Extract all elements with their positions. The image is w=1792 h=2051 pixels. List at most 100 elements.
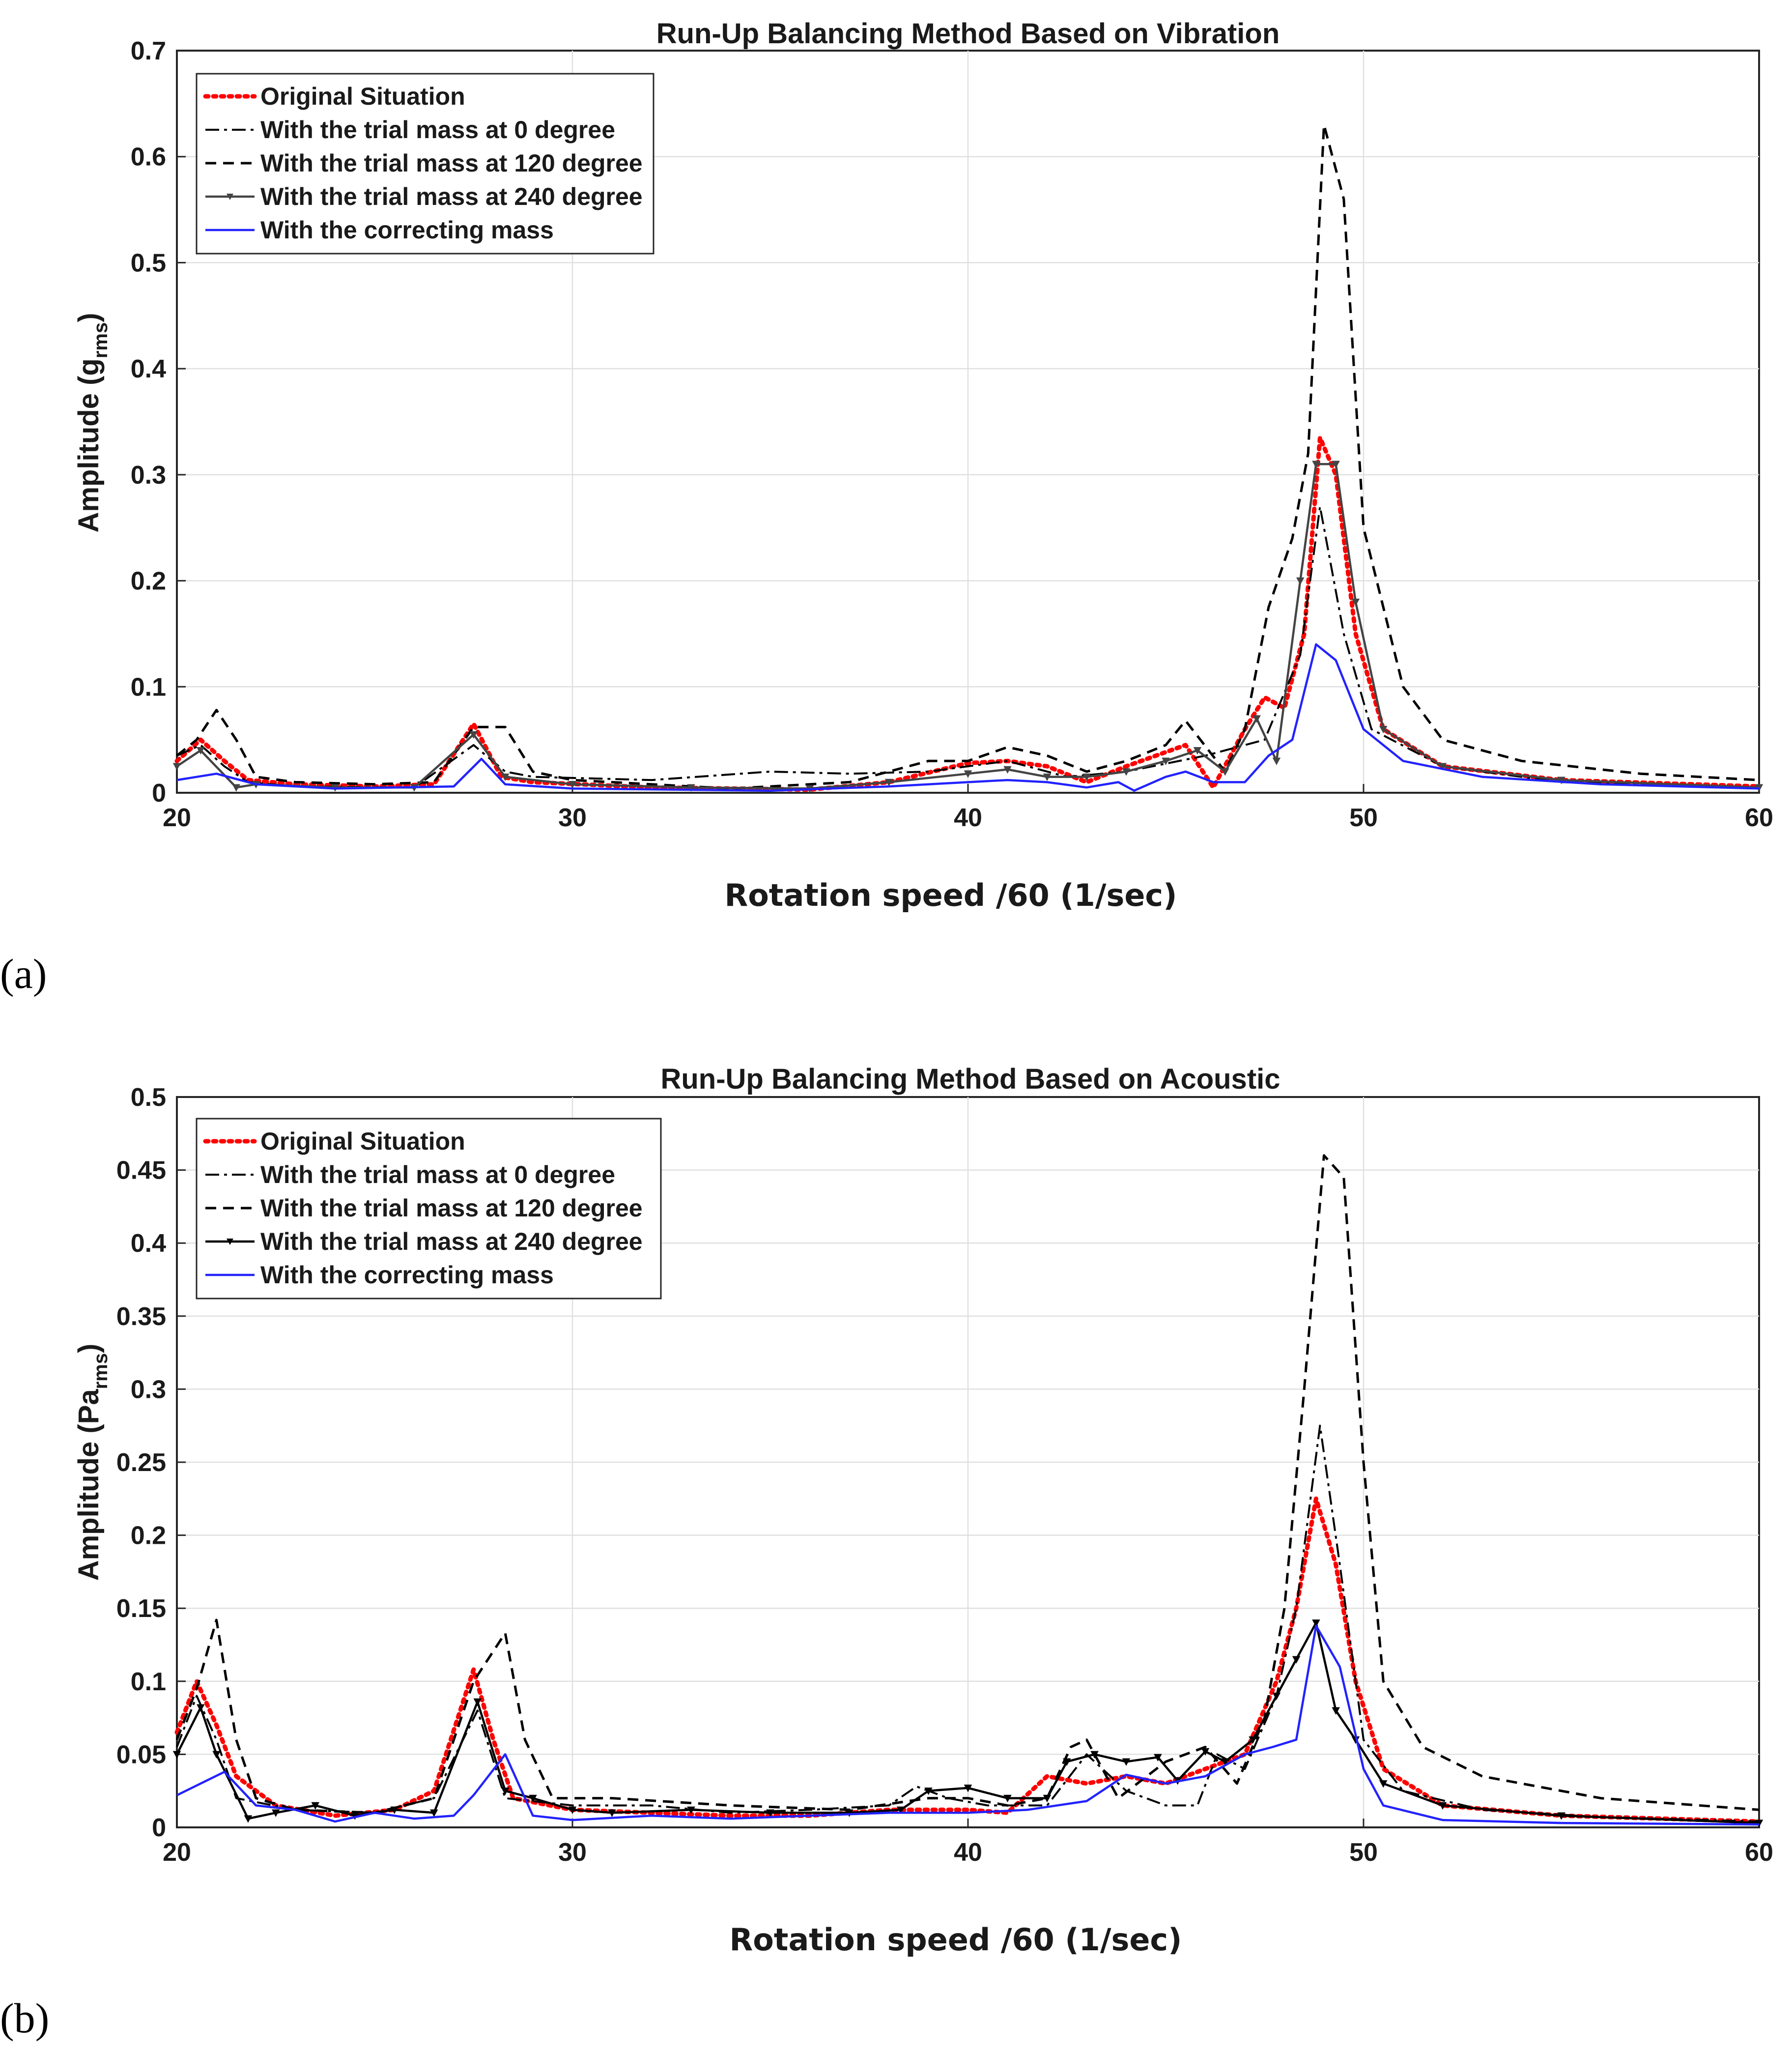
legend-label-b-2: With the trial mass at 120 degree (260, 1194, 643, 1222)
x-axis-label-a: Rotation speed /60 (1/sec) (724, 877, 1177, 913)
series-marker-a-3 (172, 763, 181, 771)
panel-label-b: (b) (0, 1994, 49, 2042)
series-line-b-2 (175, 1154, 1760, 1814)
legend-box-a (196, 73, 654, 255)
legend-label-b-0: Original Situation (260, 1127, 465, 1155)
panel-label-a: (a) (0, 950, 47, 997)
series-marker-b-3 (1379, 1780, 1388, 1788)
series-marker-a-3 (1272, 757, 1281, 765)
series-marker-a-3 (1003, 766, 1012, 774)
legend-label-a-3: With the trial mass at 240 degree (260, 183, 643, 210)
series-marker-a-3 (964, 770, 972, 778)
legend-label-a-0: Original Situation (260, 83, 465, 110)
y-tick-label-b: 0.45 (116, 1156, 166, 1185)
series-marker-a-3 (1221, 768, 1229, 776)
series-marker-b-3 (311, 1802, 320, 1810)
x-tick-label-a: 60 (1745, 804, 1773, 832)
y-tick-label-a: 0 (152, 779, 166, 808)
x-axis-label-b: Rotation speed /60 (1/sec) (729, 1922, 1182, 1958)
series-marker-a-3 (1193, 747, 1202, 755)
series-marker-a-3 (1043, 773, 1052, 781)
chart-b: 20 30 40 50 60 0 0.05 0.1 0.15 0.2 0.25 0.3 0.35 0.4… (73, 1063, 1773, 1958)
series-marker-b-3 (1249, 1736, 1257, 1744)
x-tick-label-b: 50 (1349, 1838, 1378, 1867)
series-marker-b-3 (529, 1794, 537, 1803)
y-tick-label-a: 0.7 (131, 37, 166, 65)
series-marker-b-3 (964, 1785, 972, 1792)
legend-label-b-4: With the correcting mass (260, 1261, 554, 1289)
series-marker-b-3 (1332, 1707, 1340, 1715)
y-tick-label-b: 0.5 (131, 1083, 166, 1112)
x-tick-label-b: 20 (163, 1838, 191, 1867)
legend-box-b (196, 1118, 662, 1300)
legend-label-a-1: With the trial mass at 0 degree (260, 116, 615, 144)
series-marker-a-3 (232, 784, 241, 792)
y-tick-label-a: 0.2 (131, 567, 166, 596)
series-marker-b-3 (212, 1751, 221, 1759)
series-marker-b-3 (1221, 1758, 1229, 1766)
chart-title-b: Run-Up Balancing Method Based on Acousti… (660, 1063, 1280, 1095)
series-line-b-4 (176, 1624, 1760, 1826)
series-marker-b-3 (172, 1751, 181, 1759)
series-marker-a-3 (1379, 725, 1388, 734)
series-marker-a-3 (1557, 777, 1565, 784)
y-tick-label-b: 0.4 (131, 1229, 166, 1258)
series-marker-a-3 (1296, 577, 1305, 585)
y-tick-label-a: 0.4 (131, 355, 166, 383)
series-marker-b-3 (429, 1809, 438, 1817)
series-marker-b-3 (1438, 1802, 1447, 1810)
series-marker-a-3 (568, 780, 577, 789)
series-marker-b-3 (473, 1698, 482, 1706)
series-marker-b-3 (1201, 1748, 1210, 1756)
y-axis-label-main-a: Amplitude (g (73, 358, 105, 532)
x-tick-label-b: 30 (558, 1838, 587, 1867)
series-marker-b-3 (1090, 1751, 1099, 1759)
y-axis-label-main-b: Amplitude (Pa (73, 1389, 105, 1581)
legend-label-b-3: With the trial mass at 240 degree (260, 1228, 643, 1255)
y-axis-label-b: Amplitude (Parms) (73, 1344, 112, 1581)
x-tick-label-b: 60 (1745, 1838, 1773, 1867)
y-tick-label-a: 0.3 (131, 461, 166, 490)
series-marker-a-3 (884, 779, 893, 787)
y-axis-label-sub-b: rms (90, 1353, 112, 1389)
series-marker-b-3 (766, 1809, 774, 1817)
series-marker-b-3 (390, 1806, 399, 1814)
series-marker-b-3 (1154, 1754, 1162, 1762)
y-axis-label-close-a: ) (73, 313, 105, 322)
series-marker-b-3 (1755, 1820, 1764, 1827)
series-marker-b-3 (687, 1806, 695, 1814)
series-marker-b-3 (271, 1809, 280, 1817)
y-tick-label-b: 0.05 (116, 1740, 166, 1769)
series-marker-a-3 (1332, 461, 1340, 468)
y-tick-label-a: 0.5 (131, 249, 166, 277)
series-marker-b-3 (501, 1787, 510, 1795)
y-tick-label-a: 0.1 (131, 673, 166, 701)
chart-title-a: Run-Up Balancing Method Based on Vibrati… (656, 18, 1280, 50)
series-marker-a-3 (1122, 768, 1131, 776)
y-axis-label-sub-a: rms (90, 322, 112, 358)
y-tick-label-b: 0.1 (131, 1668, 166, 1696)
x-tick-label-a: 40 (954, 804, 982, 832)
series-marker-a-3 (1438, 763, 1447, 771)
y-tick-label-b: 0.2 (131, 1522, 166, 1550)
legend-label-a-2: With the trial mass at 120 degree (260, 149, 643, 177)
series-marker-a-3 (687, 784, 695, 792)
legend-b: Original Situation With the trial mass at… (196, 1118, 662, 1300)
y-tick-label-b: 0.25 (116, 1448, 166, 1477)
legend-a: Original Situation With the trial mass at… (196, 73, 654, 255)
series-marker-a-3 (469, 731, 478, 739)
series-marker-a-3 (1162, 757, 1170, 765)
series-marker-b-3 (244, 1815, 253, 1823)
series-marker-a-3 (1252, 715, 1261, 723)
y-tick-label-a: 0.6 (131, 143, 166, 172)
series-marker-a-3 (1312, 461, 1320, 468)
series-marker-b-3 (1557, 1812, 1565, 1820)
series-marker-b-3 (896, 1806, 905, 1814)
y-tick-label-b: 0.3 (131, 1375, 166, 1404)
series-marker-a-3 (501, 773, 510, 781)
y-tick-label-b: 0 (152, 1814, 166, 1842)
x-tick-label-a: 50 (1349, 804, 1378, 832)
series-marker-a-3 (197, 747, 205, 755)
x-tick-label-a: 20 (163, 804, 191, 832)
